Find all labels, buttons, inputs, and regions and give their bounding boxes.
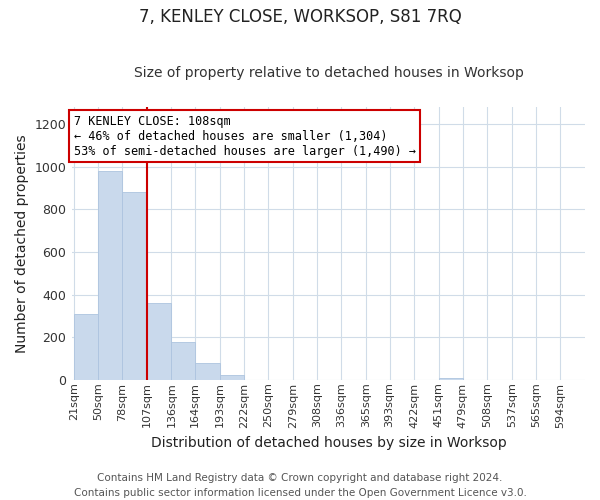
Text: 7, KENLEY CLOSE, WORKSOP, S81 7RQ: 7, KENLEY CLOSE, WORKSOP, S81 7RQ — [139, 8, 461, 26]
Text: 7 KENLEY CLOSE: 108sqm
← 46% of detached houses are smaller (1,304)
53% of semi-: 7 KENLEY CLOSE: 108sqm ← 46% of detached… — [74, 114, 416, 158]
Bar — [220, 375, 244, 380]
Bar — [147, 303, 172, 380]
Bar — [74, 314, 98, 380]
X-axis label: Distribution of detached houses by size in Worksop: Distribution of detached houses by size … — [151, 436, 506, 450]
Bar — [439, 378, 463, 380]
Bar — [195, 362, 220, 380]
Bar — [98, 171, 122, 380]
Title: Size of property relative to detached houses in Worksop: Size of property relative to detached ho… — [134, 66, 523, 80]
Y-axis label: Number of detached properties: Number of detached properties — [15, 134, 29, 352]
Text: Contains HM Land Registry data © Crown copyright and database right 2024.
Contai: Contains HM Land Registry data © Crown c… — [74, 472, 526, 498]
Bar — [172, 342, 195, 380]
Bar — [122, 192, 147, 380]
